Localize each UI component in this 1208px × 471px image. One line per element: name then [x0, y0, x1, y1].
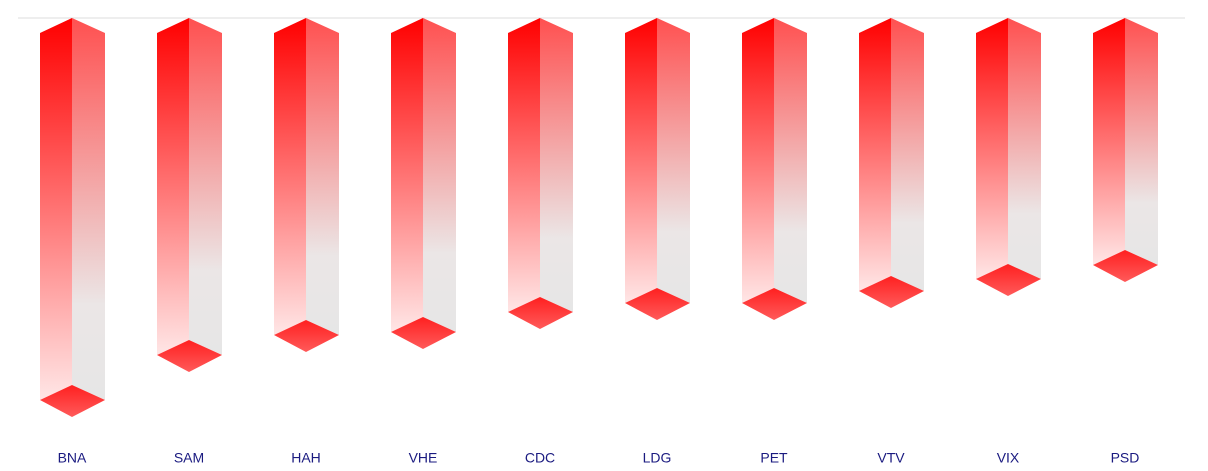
bar — [508, 18, 573, 329]
bar — [274, 18, 339, 352]
bar-right-face — [1008, 18, 1041, 279]
bar-left-face — [859, 18, 891, 291]
bar-bottom — [40, 385, 105, 417]
bar-bottom — [625, 288, 690, 320]
x-tick-label: PET — [760, 450, 788, 466]
bar-right-face — [189, 18, 222, 355]
bar-left-face — [625, 18, 657, 303]
bar — [859, 18, 924, 308]
bar-right-face — [540, 18, 573, 312]
bar-right-face — [891, 18, 924, 291]
bar-left-face — [742, 18, 774, 303]
bar-left-face — [976, 18, 1008, 279]
bar — [742, 18, 807, 320]
bar-left-face — [1093, 18, 1125, 265]
x-tick-label: VHE — [409, 450, 438, 466]
bar-right-face — [423, 18, 456, 332]
bar-left-face — [391, 18, 423, 332]
x-tick-label: PSD — [1111, 450, 1140, 466]
bar-bottom — [859, 276, 924, 308]
bar-right-face — [72, 18, 105, 400]
bar-left-face — [157, 18, 189, 355]
bar — [157, 18, 222, 372]
bar-bottom — [508, 297, 573, 329]
x-tick-label: VIX — [997, 450, 1020, 466]
bar-left-face — [40, 18, 72, 400]
bar-bottom — [1093, 250, 1158, 282]
x-tick-label: LDG — [643, 450, 672, 466]
bar-right-face — [774, 18, 807, 303]
bar — [625, 18, 690, 320]
bar-bottom — [742, 288, 807, 320]
x-tick-label: SAM — [174, 450, 204, 466]
x-tick-label: HAH — [291, 450, 321, 466]
bar — [391, 18, 456, 349]
bar — [976, 18, 1041, 296]
bar-bottom — [157, 340, 222, 372]
bar-bottom — [976, 264, 1041, 296]
bar-right-face — [657, 18, 690, 303]
bar-bottom — [274, 320, 339, 352]
x-tick-label: CDC — [525, 450, 555, 466]
bar — [40, 18, 105, 417]
bar-left-face — [508, 18, 540, 312]
x-tick-label: VTV — [877, 450, 905, 466]
bar — [1093, 18, 1158, 282]
bar-left-face — [274, 18, 306, 335]
x-tick-label: BNA — [58, 450, 87, 466]
bar-right-face — [1125, 18, 1158, 265]
bar-bottom — [391, 317, 456, 349]
bar-right-face — [306, 18, 339, 335]
